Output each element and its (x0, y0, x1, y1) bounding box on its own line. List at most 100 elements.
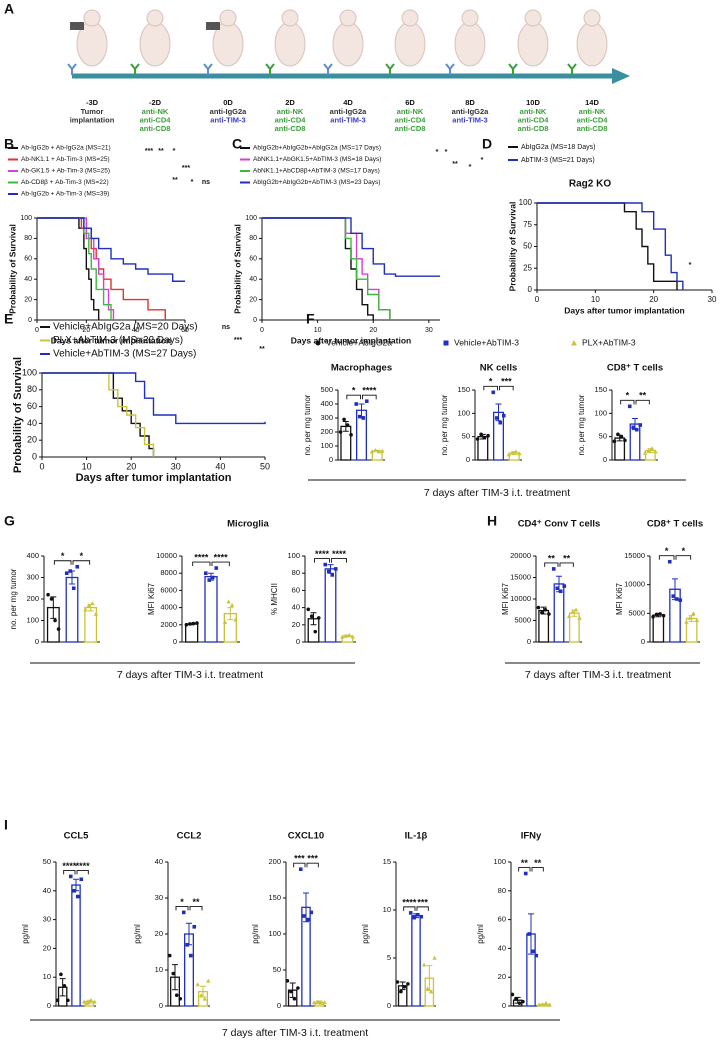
chart-title: CCL2 (177, 831, 202, 842)
mouse-body (274, 21, 306, 67)
arrow-head (612, 68, 630, 84)
significance-label: ** (192, 897, 200, 907)
y-tick-label: 10 (43, 972, 51, 981)
mouse-body (454, 21, 486, 67)
data-point (612, 439, 617, 444)
y-axis-label: pg/ml (476, 924, 485, 944)
treatment-label: anti-NK (579, 107, 606, 116)
y-tick-label: 300 (26, 572, 39, 581)
data-point (342, 417, 346, 422)
data-point (79, 877, 84, 882)
significance-label: *** (417, 897, 428, 907)
survival-curve (42, 372, 266, 425)
data-point (191, 621, 196, 626)
y-tick-label: 40 (292, 603, 300, 612)
day-label: 8D (465, 98, 475, 107)
significance-label: * (489, 377, 493, 387)
significance-bracket (518, 867, 531, 872)
chart-title: Rag2 KO (569, 179, 611, 190)
treatment-label: anti-TIM-3 (330, 115, 365, 124)
data-point (333, 567, 338, 571)
y-tick-label: 0 (32, 451, 37, 461)
survival-curve (262, 217, 391, 320)
y-tick-label: 50 (273, 965, 281, 974)
data-point (671, 594, 676, 598)
significance-label: ** (534, 858, 542, 868)
significance-bracket (544, 562, 559, 567)
x-axis-label: Days after tumor implantation (51, 335, 171, 345)
significance-label: **** (402, 897, 417, 907)
data-point (345, 423, 350, 427)
data-point (562, 584, 567, 588)
y-tick-label: 0 (253, 317, 257, 324)
significance-label: * (80, 551, 84, 561)
bar (411, 915, 421, 1007)
x-tick-label: 0 (535, 295, 540, 304)
treatment-label: Tumor (81, 107, 104, 116)
bar (204, 575, 218, 643)
survival-curve (537, 202, 684, 290)
panel-letter: A (4, 1, 14, 17)
data-point (523, 871, 528, 876)
significance-bracket (53, 560, 72, 565)
data-point (475, 437, 480, 441)
data-point (289, 989, 293, 994)
y-tick-label: 4000 (160, 603, 177, 612)
treatment-label: anti-NK (397, 107, 424, 116)
data-point (66, 998, 70, 1003)
significance-label: ** (521, 858, 529, 868)
y-axis-label: pg/ml (133, 924, 142, 944)
data-point (171, 971, 176, 976)
y-tick-label: 0 (641, 637, 645, 646)
error-bar (342, 421, 349, 432)
data-point (340, 634, 345, 639)
survival-curve (37, 217, 115, 320)
data-point (226, 599, 231, 604)
bar (685, 617, 698, 643)
survival-curve (262, 217, 440, 277)
data-point (491, 390, 496, 395)
data-point (547, 1002, 552, 1007)
y-tick-label: 60 (292, 585, 300, 594)
y-tick-label: 20 (43, 943, 51, 952)
treatment-label: anti-CD8 (395, 124, 426, 133)
y-tick-label: 0 (603, 455, 607, 464)
error-bar (227, 607, 234, 621)
significance-bracket (559, 562, 574, 567)
y-tick-label: 0 (329, 455, 333, 464)
legend-label: Vehicle+AbTIM-3 (454, 337, 519, 347)
treatment-label: anti-CD4 (395, 115, 427, 124)
antibody-icon (67, 63, 77, 75)
data-point (527, 932, 532, 936)
data-point (627, 404, 632, 409)
data-point (543, 1000, 549, 1005)
y-tick-label: 10 (155, 965, 163, 974)
antibody-icon (130, 63, 140, 75)
mouse-head (461, 9, 479, 27)
data-point (55, 998, 60, 1003)
data-point (577, 615, 582, 620)
x-tick-label: 10 (314, 327, 322, 334)
data-point (90, 601, 95, 606)
day-label: -2D (149, 98, 162, 107)
data-point (543, 607, 548, 612)
y-tick-label: 100 (268, 929, 281, 938)
y-tick-label: 40 (155, 857, 163, 866)
data-point (349, 433, 353, 437)
survival-curve (262, 217, 374, 320)
data-point (71, 586, 76, 591)
significance-label: **** (62, 861, 77, 871)
data-point (619, 434, 624, 439)
significance-label: ** (563, 553, 571, 563)
panel-letter: C (232, 136, 242, 152)
bar (84, 606, 98, 643)
significance-label: * (689, 262, 692, 269)
y-tick-label: 60 (24, 256, 32, 263)
significance-bracket (314, 558, 330, 563)
antibody-icon (567, 63, 577, 75)
chart-title: IFNy (521, 831, 542, 842)
significance-bracket (293, 862, 306, 868)
data-point (64, 571, 69, 575)
data-point (419, 914, 424, 919)
